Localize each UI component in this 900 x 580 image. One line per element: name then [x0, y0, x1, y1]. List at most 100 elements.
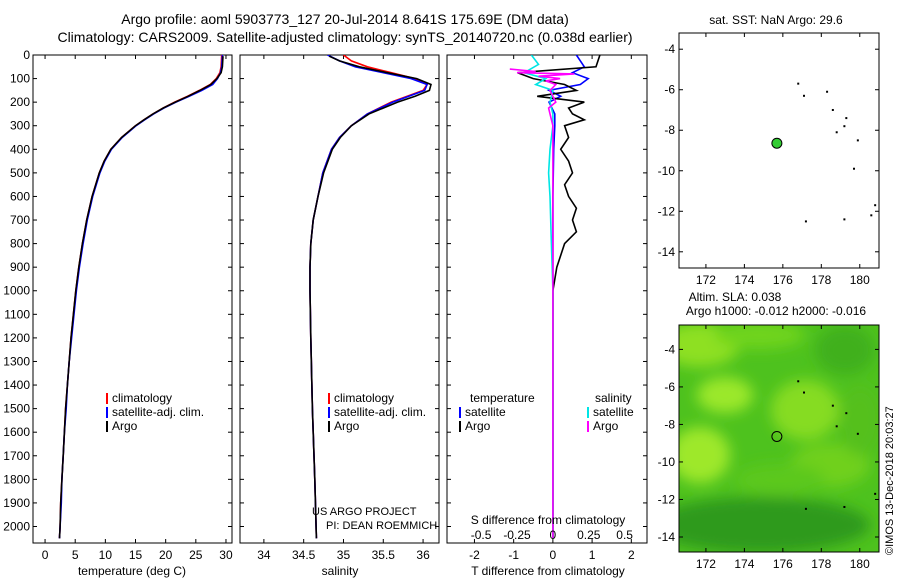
map-lat-label: -12 — [658, 204, 676, 218]
s-tick-label: -0.25 — [503, 528, 531, 542]
temperature-profiles — [58, 55, 224, 539]
island — [856, 432, 859, 435]
sst-map-islands — [797, 82, 877, 223]
depth-tick-label: 300 — [10, 119, 30, 133]
island — [843, 125, 846, 128]
legend-label: climatology — [112, 391, 172, 405]
depth-tick-label: 1500 — [3, 402, 30, 416]
x-tick-label: -1 — [508, 548, 519, 562]
temperature-panel: 0100200300400500600700800900100011001200… — [3, 48, 233, 578]
legend-title-temperature: temperature — [470, 391, 535, 405]
depth-tick-label: 800 — [10, 237, 30, 251]
sla-heatmap — [679, 325, 879, 552]
island — [843, 218, 846, 221]
sst-map-panel: sat. SST: NaN Argo: 29.6 172 174 176 178 180… — [658, 13, 880, 287]
difference-legend: temperature salinitysatelliteArgosatellit… — [459, 391, 634, 433]
salinity-profiles — [309, 55, 432, 539]
depth-tick-label: 900 — [10, 260, 30, 274]
temperature-axes-frame — [32, 54, 233, 544]
sla-map-islands — [797, 380, 877, 510]
s-difference-label: S difference from climatology — [471, 513, 626, 527]
map-lon-label: 180 — [850, 557, 870, 571]
map-lat-label: -10 — [658, 164, 676, 178]
legend-label: Argo — [465, 419, 491, 433]
island — [826, 90, 829, 93]
sla-patch — [697, 377, 753, 413]
x-tick-label: 35.5 — [372, 548, 396, 562]
depth-tick-label: 1000 — [3, 284, 30, 298]
island — [803, 94, 805, 97]
depth-tick-label: 1100 — [4, 307, 30, 321]
difference-y-ticks — [447, 54, 647, 527]
sla-map-ticks: 172 174 176 178 180 -4 -6 -8 -10 -12 -14 — [658, 325, 879, 571]
depth-tick-label: 200 — [10, 95, 30, 109]
temperature-xlabel: temperature (deg C) — [78, 564, 186, 578]
temperature-x-ticks: 0 5 10 15 20 25 30 — [42, 55, 233, 562]
salinity-y-ticks — [240, 54, 439, 527]
map-lat-label: -10 — [658, 455, 676, 469]
x-tick-label: 36 — [416, 548, 430, 562]
map-lon-label: 176 — [773, 557, 793, 571]
figure-title-line1: Argo profile: aoml 5903773_127 20-Jul-20… — [121, 11, 569, 27]
depth-tick-label: 1200 — [3, 331, 30, 345]
depth-tick-label: 700 — [10, 213, 30, 227]
island — [874, 204, 877, 207]
s-tick-label: -0.5 — [471, 528, 492, 542]
map-lat-label: -8 — [664, 417, 675, 431]
island — [797, 82, 800, 85]
depth-tick-label: 1700 — [3, 449, 30, 463]
island — [804, 507, 807, 510]
difference-x-ticks: -2 -1 0 1 2 — [469, 55, 635, 562]
sla-map-panel: Altim. SLA: 0.038 Argo h1000: -0.012 h20… — [658, 290, 880, 571]
s-difference-ticks: -0.5 -0.25 0 0.25 0.5 — [471, 528, 634, 542]
island — [797, 380, 800, 383]
sst-map-ticks: 172 174 176 178 180 -4 -6 -8 -10 -12 -14 — [658, 33, 879, 287]
depth-tick-label: 600 — [10, 189, 30, 203]
salinity-x-ticks: 34 34.5 35 35.5 36 — [257, 55, 430, 562]
sla-map-frame — [678, 324, 880, 553]
sla-map-title: Altim. SLA: 0.038 — [689, 290, 782, 304]
island — [853, 167, 855, 170]
depth-tick-label: 1800 — [3, 472, 30, 486]
island — [845, 117, 848, 120]
depth-tick-label: 1400 — [3, 378, 30, 392]
map-lon-label: 172 — [696, 273, 716, 287]
sla-patch — [815, 325, 875, 375]
x-tick-label: 15 — [129, 548, 143, 562]
depth-ticks: 0 100 200 300 400 500 600 700 800 900 1000 1100 1200… — [3, 48, 232, 533]
sla-heatmap-patches — [679, 325, 879, 552]
island — [835, 425, 838, 428]
t-difference-xlabel: T difference from climatology — [471, 564, 625, 578]
x-tick-label: 0 — [550, 548, 557, 562]
difference-panel: -2 -1 0 1 2 temperature salinitysatelliteArgo… — [446, 54, 648, 578]
legend-label: Argo — [593, 419, 619, 433]
depth-tick-label: 1300 — [3, 354, 30, 368]
x-tick-label: 10 — [99, 548, 113, 562]
imos-watermark: ©IMOS 13-Dec-2018 20:03:27 — [884, 406, 896, 555]
depth-tick-label: 100 — [10, 72, 30, 86]
legend-label: Argo — [112, 419, 138, 433]
float-position-ring — [771, 430, 783, 442]
salinity-xlabel: salinity — [322, 564, 359, 578]
x-tick-label: 20 — [159, 548, 173, 562]
sla-patch — [735, 464, 825, 496]
legend-label: climatology — [334, 391, 394, 405]
sla-patch — [838, 385, 879, 455]
x-tick-label: -2 — [469, 548, 480, 562]
depth-tick-label: 1900 — [3, 496, 30, 510]
project-credit: US ARGO PROJECT — [312, 506, 417, 518]
series-line-argo — [309, 55, 432, 539]
island — [843, 505, 846, 508]
salinity-panel: 34 34.5 35 35.5 36 climatologysatellite-adj.… — [239, 54, 440, 578]
island — [831, 108, 834, 111]
x-tick-label: 1 — [589, 548, 596, 562]
x-tick-label: 25 — [189, 548, 203, 562]
sst-map-title: sat. SST: NaN Argo: 29.6 — [709, 13, 843, 27]
sla-patch — [771, 380, 839, 440]
map-lon-label: 176 — [773, 273, 793, 287]
s-tick-label: 0.5 — [616, 528, 633, 542]
legend-label: satellite — [465, 405, 506, 419]
